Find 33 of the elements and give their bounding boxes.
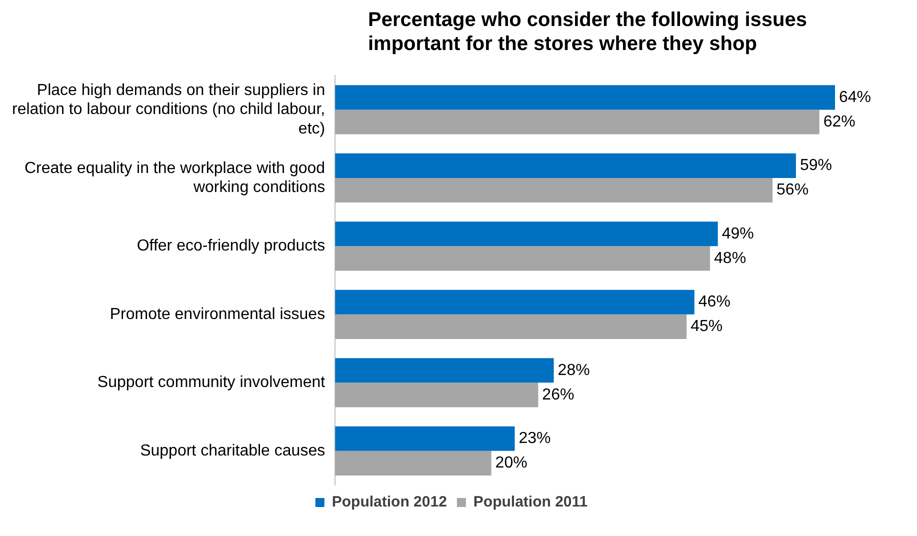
bar xyxy=(335,153,796,178)
y-tick-label: Promote environmental issues xyxy=(110,306,326,323)
bar xyxy=(335,290,694,314)
legend-label: Population 2012 xyxy=(332,494,447,511)
data-label: 64% xyxy=(839,88,872,106)
bar xyxy=(335,110,820,134)
data-label: 62% xyxy=(823,113,856,130)
legend-label: Population 2011 xyxy=(473,494,588,511)
data-label: 23% xyxy=(518,430,551,448)
bar xyxy=(335,426,515,451)
data-label: 59% xyxy=(800,157,832,174)
data-label: 46% xyxy=(698,294,730,311)
data-label: 49% xyxy=(722,225,754,242)
y-tick-label: Support charitable causes xyxy=(140,442,326,460)
data-label: 20% xyxy=(495,454,528,472)
data-label: 28% xyxy=(558,362,590,379)
data-label: 26% xyxy=(542,386,574,404)
y-tick-label: Place high demands on their suppliers in relation to labour conditions (no child labour, etc) xyxy=(12,82,326,138)
chart-title: Percentage who consider the following issues important for the stores where they shop xyxy=(368,8,808,56)
y-tick-label: Support community involvement xyxy=(97,374,326,392)
bar xyxy=(335,382,538,408)
bar xyxy=(335,222,718,246)
bar xyxy=(335,178,773,203)
bar xyxy=(335,358,554,383)
bar xyxy=(335,246,710,271)
data-label: 45% xyxy=(690,318,723,336)
bar xyxy=(335,450,492,476)
data-label: 56% xyxy=(776,182,809,199)
y-tick-label: Create equality in the workplace with good working conditions xyxy=(24,160,326,196)
bar xyxy=(335,85,836,110)
y-tick-label: Offer eco-friendly products xyxy=(136,238,326,255)
data-label: 48% xyxy=(714,250,746,267)
bar xyxy=(335,314,687,339)
